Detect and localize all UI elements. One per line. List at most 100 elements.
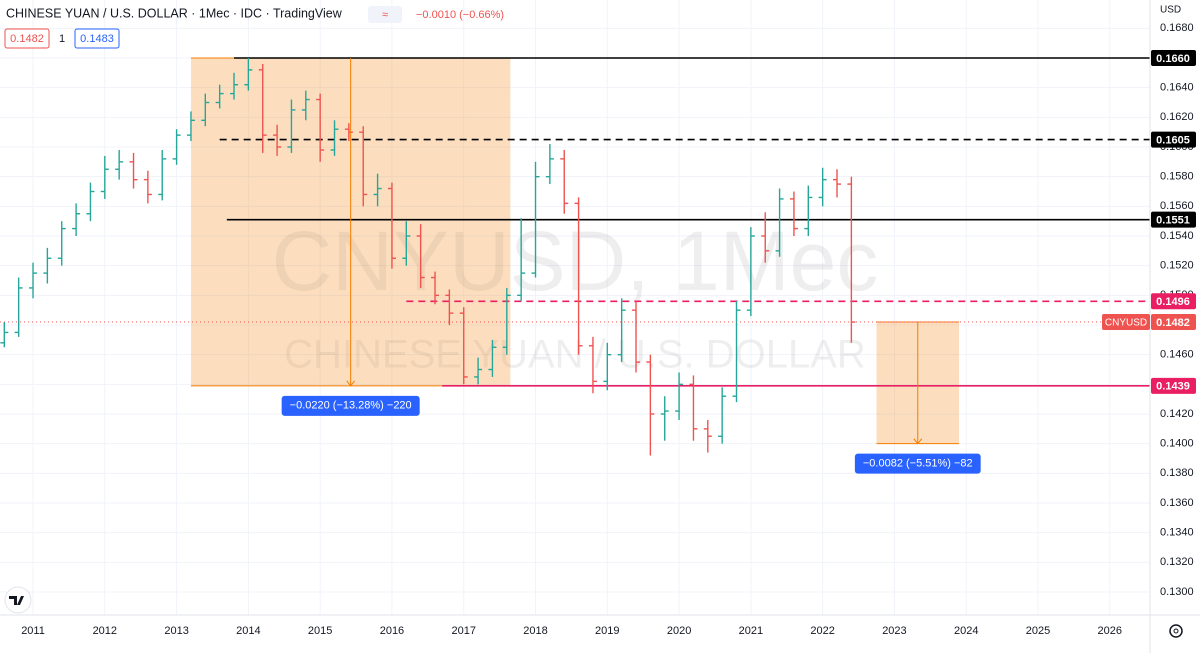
ohlc-bar [560, 149, 569, 214]
x-tick-label: 2021 [739, 625, 763, 637]
x-tick-label: 2016 [380, 625, 404, 637]
x-tick-label: 2018 [523, 625, 547, 637]
ohlc-bar [517, 218, 526, 302]
y-tick-label: 0.1680 [1160, 22, 1194, 34]
ohlc-bar [847, 176, 856, 343]
compare-button[interactable] [368, 6, 402, 23]
ohlc-bar [416, 224, 425, 288]
bid-box[interactable] [4, 28, 50, 49]
ohlc-bar [732, 301, 741, 403]
ohlc-bar [632, 301, 641, 373]
y-tick-label: 0.1380 [1160, 467, 1194, 479]
ask-box[interactable] [74, 28, 120, 49]
ohlc-bar [531, 161, 540, 278]
y-tick-label: 0.1640 [1160, 82, 1194, 94]
level-label: 0.1660 [1156, 53, 1190, 65]
level-tag [1151, 49, 1196, 66]
level-tag [1151, 377, 1196, 394]
ohlc-bar [789, 191, 798, 237]
ohlc-bar [287, 99, 296, 153]
ohlc-bar [373, 173, 382, 207]
ohlc-bar [301, 90, 310, 121]
ohlc-bar [330, 120, 339, 156]
y-tick-label: 0.1520 [1160, 260, 1194, 272]
ohlc-bar [201, 93, 210, 127]
tv-logo [4, 586, 32, 614]
x-tick-label: 2013 [164, 625, 188, 637]
ohlc-bar [689, 375, 698, 441]
x-tick-label: 2020 [667, 625, 691, 637]
ohlc-bar [775, 188, 784, 257]
y-tick-label: 0.1420 [1160, 408, 1194, 420]
y-tick-label: 0.1460 [1160, 349, 1194, 361]
ohlc-bar [186, 111, 195, 142]
x-tick-label: 2024 [954, 625, 978, 637]
bid: 0.1482 [10, 33, 44, 45]
qty: 1 [59, 33, 65, 45]
plot: −0.0220 (−13.28%) −220 −0.0082 (−5.51%) −… [0, 57, 1150, 474]
ohlc-bar [402, 221, 411, 266]
ohlc-bar [804, 185, 813, 237]
measure-label-box [281, 395, 420, 416]
settings-button[interactable] [1169, 624, 1183, 638]
x-tick-label: 2023 [882, 625, 906, 637]
ohlc-bar [488, 339, 497, 377]
price-label: 0.1482 [1156, 317, 1190, 329]
ohlc-bar [72, 203, 81, 237]
watermark: CNYUSD, 1Mec [272, 214, 879, 308]
ohlc-bar [718, 387, 727, 444]
axes: 0.1300 0.1320 0.1340 0.1360 0.1380 0.1400 0.14… [21, 22, 1196, 637]
ohlc-bar [502, 287, 511, 355]
measure-label-box [854, 453, 981, 474]
level-label: 0.1439 [1156, 381, 1190, 393]
symbol-tag [1102, 314, 1150, 331]
ohlc-bar [115, 149, 124, 180]
ohlc-bar [545, 144, 554, 185]
ohlc-bar [129, 152, 138, 189]
ohlc-bar [244, 57, 253, 91]
ohlc-bar [57, 221, 66, 266]
measure-label: −0.0220 (−13.28%) −220 [290, 400, 412, 412]
level-label: 0.1496 [1156, 296, 1190, 308]
y-tick-label: 0.1580 [1160, 171, 1194, 183]
y-tick-label: 0.1540 [1160, 230, 1194, 242]
ohlc-bar [100, 155, 109, 199]
ohlc-bar [273, 124, 282, 156]
ohlc-bar [0, 322, 9, 348]
x-tick-label: 2019 [595, 625, 619, 637]
ask: 0.1483 [80, 33, 114, 45]
ohlc-bar [143, 170, 152, 204]
x-tick-label: 2022 [810, 625, 834, 637]
x-tick-label: 2015 [308, 625, 332, 637]
ohlc-bar [703, 419, 712, 453]
ohlc-bar [833, 169, 842, 198]
ohlc-bar [158, 149, 167, 201]
ohlc-bar [660, 396, 669, 441]
measure-arrowhead [913, 438, 923, 445]
ohlc-bar [818, 167, 827, 207]
y-tick-label: 0.1320 [1160, 556, 1194, 568]
level-label: 0.1551 [1156, 215, 1190, 227]
level-tag [1151, 211, 1196, 228]
chart-title: CHINESE YUAN / U.S. DOLLAR · 1Mec · IDC … [6, 6, 343, 20]
header: CHINESE YUAN / U.S. DOLLAR · 1Mec · IDC … [4, 6, 504, 49]
ohlc-bar [86, 182, 95, 222]
ohlc-bar [617, 298, 626, 363]
measure-label: −0.0082 (−5.51%) −82 [863, 458, 973, 470]
ohlc-bar [172, 129, 181, 165]
measure-arrowhead [346, 380, 356, 387]
x-tick-label: 2011 [21, 625, 45, 637]
symbol-label: CNYUSD [1105, 318, 1147, 329]
ohlc-bar [588, 336, 597, 394]
y-tick-label: 0.1300 [1160, 586, 1194, 598]
grid [0, 0, 1150, 615]
ohlc-bar [43, 247, 52, 284]
currency: USD [1160, 5, 1181, 16]
y-tick-label: 0.1620 [1160, 111, 1194, 123]
ohlc-bar [316, 93, 325, 162]
level-tag [1151, 131, 1196, 148]
x-tick-label: 2026 [1098, 625, 1122, 637]
